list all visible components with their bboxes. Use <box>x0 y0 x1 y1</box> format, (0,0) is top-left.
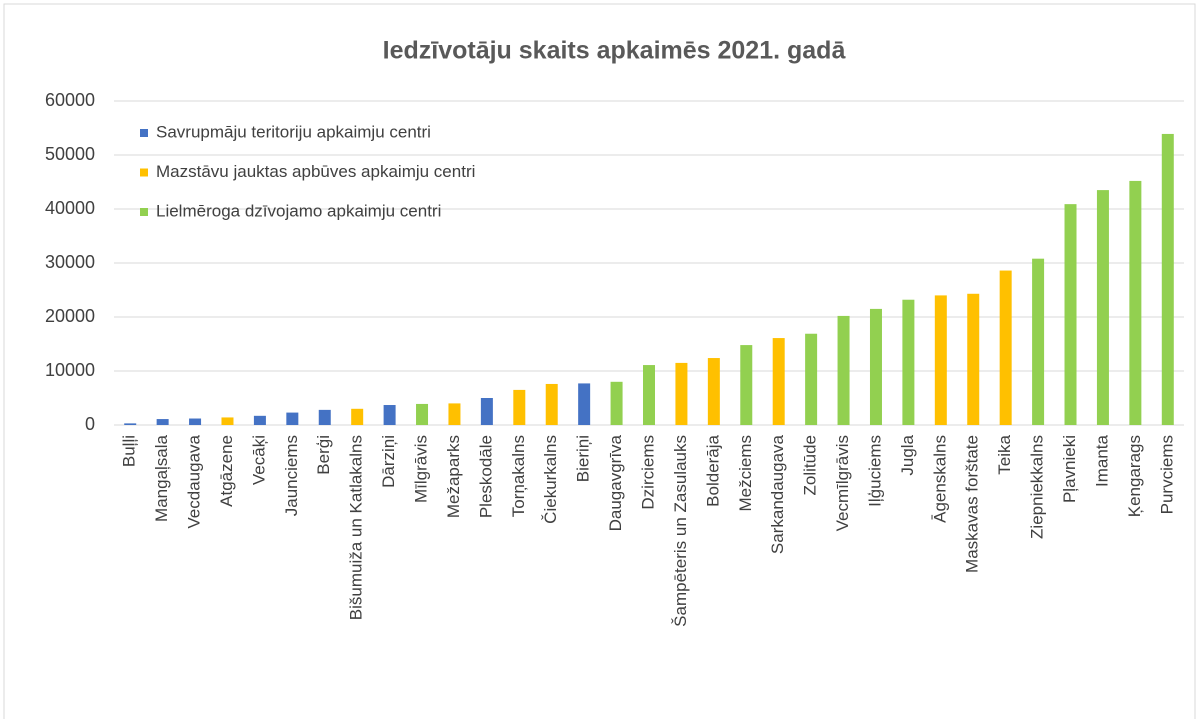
bar <box>707 358 720 425</box>
bar <box>545 383 558 425</box>
x-tick-label: Vecmīlgrāvis <box>833 435 852 531</box>
bar <box>318 409 331 425</box>
legend-label: Mazstāvu jauktas apbūves apkaimju centri <box>156 162 475 181</box>
bar <box>805 333 818 425</box>
bar <box>675 362 688 425</box>
bar <box>253 415 266 425</box>
y-tick-label: 40000 <box>45 198 95 218</box>
x-tick-label: Dzirciems <box>638 435 657 510</box>
x-tick-label: Berģi <box>314 435 333 475</box>
x-tick-label: Teika <box>995 434 1014 474</box>
legend-label: Lielmēroga dzīvojamo apkaimju centri <box>156 201 441 220</box>
y-tick-label: 50000 <box>45 144 95 164</box>
legend-marker <box>140 129 148 137</box>
x-tick-label: Čiekurkalns <box>541 435 560 524</box>
chart-title: Iedzīvotāju skaits apkaimēs 2021. gadā <box>383 37 847 65</box>
bar <box>1032 258 1045 425</box>
x-tick-label: Iļģuciems <box>865 435 884 507</box>
bar <box>124 423 137 425</box>
bar <box>351 408 364 425</box>
x-tick-label: Bišumuiža un Katlakalns <box>347 435 366 620</box>
bar <box>286 412 299 425</box>
bar <box>1096 190 1109 425</box>
x-tick-label: Daugavgrīva <box>606 434 625 531</box>
bar <box>610 381 623 425</box>
y-tick-label: 60000 <box>45 90 95 110</box>
x-tick-label: Imanta <box>1092 434 1111 487</box>
bar <box>1064 204 1077 425</box>
bar <box>513 389 526 425</box>
x-tick-label: Dārziņi <box>379 435 398 488</box>
y-tick-label: 30000 <box>45 252 95 272</box>
x-tick-label: Sarkandaugava <box>768 434 787 554</box>
bar <box>999 270 1012 425</box>
bar <box>221 417 234 425</box>
x-tick-label: Jaunciems <box>282 435 301 516</box>
x-tick-label: Mīlgrāvis <box>412 435 431 503</box>
legend-marker <box>140 168 148 177</box>
bar <box>740 345 753 425</box>
bar <box>837 315 850 425</box>
bar <box>1161 133 1174 425</box>
bar <box>772 338 785 425</box>
bar <box>416 403 429 425</box>
x-tick-label: Purvciems <box>1157 435 1176 514</box>
bar <box>578 383 591 425</box>
bar <box>448 403 461 425</box>
x-tick-label: Āgenskalns <box>930 435 949 523</box>
bar <box>967 293 980 425</box>
x-tick-label: Torņakalns <box>509 435 528 517</box>
bar <box>189 418 202 425</box>
x-tick-label: Buļļi <box>120 435 139 467</box>
bar <box>643 365 655 425</box>
chart-border <box>3 3 1196 724</box>
x-tick-label: Pleskodāle <box>476 435 495 518</box>
x-tick-label: Mangaļsala <box>152 434 171 521</box>
x-tick-label: Ziepniekkalns <box>1028 435 1047 539</box>
bar <box>480 398 493 425</box>
bar <box>869 308 882 425</box>
x-tick-label: Maskavas forštate <box>963 435 982 573</box>
x-tick-label: Bieriņi <box>574 435 593 482</box>
x-tick-label: Šampēteris un Zasulauks <box>671 435 690 627</box>
legend-label: Savrupmāju teritoriju apkaimju centri <box>156 122 431 141</box>
legend-marker <box>140 208 148 216</box>
y-tick-label: 0 <box>85 414 95 434</box>
x-tick-label: Mežciems <box>736 435 755 512</box>
x-tick-label: Bolderāja <box>703 434 722 506</box>
bar <box>902 299 915 425</box>
x-tick-label: Atgāzene <box>217 435 236 507</box>
x-tick-label: Jugla <box>898 434 917 475</box>
y-tick-label: 20000 <box>45 306 95 326</box>
x-tick-label: Mežaparks <box>444 435 463 518</box>
x-tick-label: Vecdaugava <box>185 434 204 528</box>
bar <box>934 295 947 425</box>
bar <box>383 405 396 425</box>
y-tick-label: 10000 <box>45 360 95 380</box>
bar <box>156 419 169 425</box>
bar <box>1129 180 1142 425</box>
x-tick-label: Pļavnieki <box>1060 435 1079 503</box>
x-tick-label: Vecāķi <box>249 435 268 485</box>
x-tick-label: Zolitūde <box>801 435 820 495</box>
x-tick-label: Ķengarags <box>1125 435 1144 517</box>
